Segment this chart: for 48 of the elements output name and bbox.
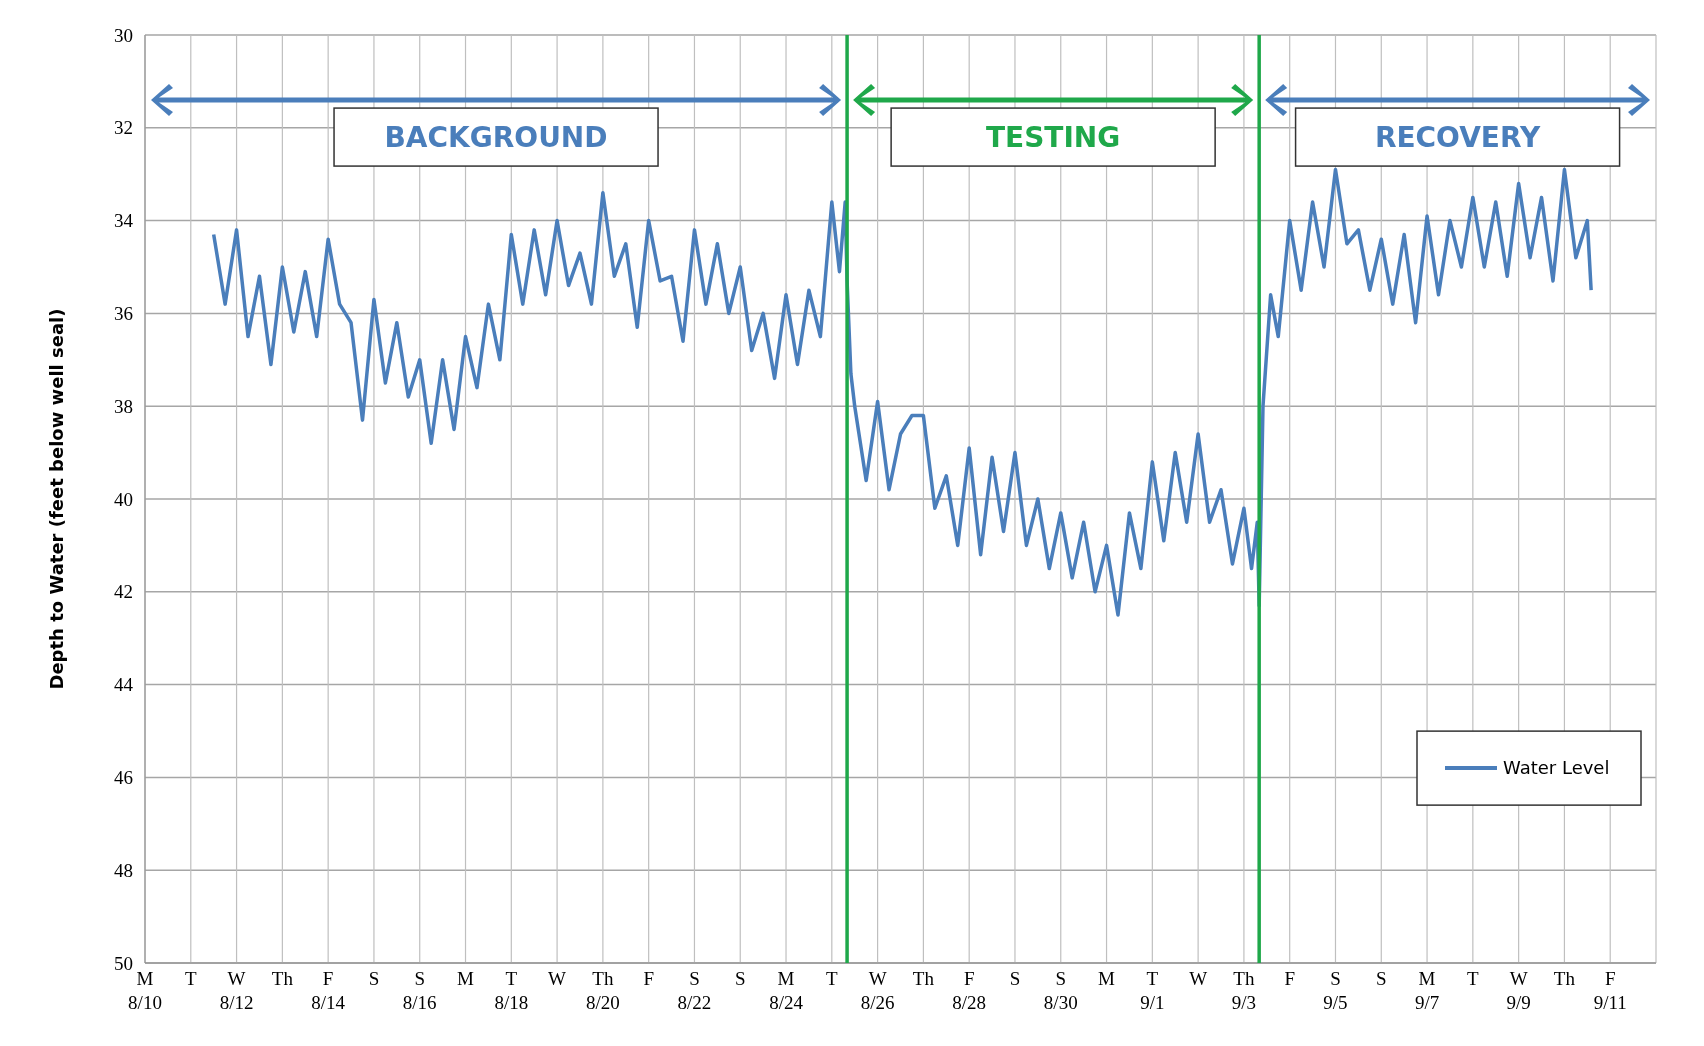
x-tick-label: S xyxy=(368,968,380,989)
x-tick-label: F 9/11 xyxy=(1593,968,1627,1013)
x-tick-label: T 9/1 xyxy=(1140,968,1165,1013)
y-tick-label: 38 xyxy=(114,395,133,417)
y-tick-label: 44 xyxy=(114,674,134,696)
x-tick-label: M 8/24 xyxy=(769,968,804,1013)
x-tick-label: Th 9/3 xyxy=(1231,968,1257,1013)
annotation: TESTING xyxy=(985,120,1121,154)
y-tick-label: 36 xyxy=(114,303,133,325)
x-tick-label: M xyxy=(1098,968,1116,989)
x-tick-label: Th xyxy=(271,968,294,989)
x-tick-label: S xyxy=(1375,968,1387,989)
x-tick-label: F 8/28 xyxy=(952,968,987,1013)
x-tick-label: Th 8/20 xyxy=(585,968,620,1013)
y-tick-label: 42 xyxy=(114,581,133,603)
x-tick-label: S 8/30 xyxy=(1043,968,1078,1013)
y-axis-title: Depth to Water (feet below well seal) xyxy=(46,308,67,690)
annotation: BACKGROUND xyxy=(384,120,608,154)
x-tick-label: W xyxy=(1189,968,1208,989)
annotation: RECOVERY xyxy=(1374,120,1541,154)
y-tick-label: 50 xyxy=(114,952,133,974)
x-tick-label: S 9/5 xyxy=(1323,968,1348,1013)
x-tick-label: T 8/18 xyxy=(494,968,529,1013)
y-tick-label: 30 xyxy=(114,24,133,46)
x-tick-label: W xyxy=(548,968,567,989)
x-tick-label: W 8/26 xyxy=(860,968,895,1013)
x-tick-label: F 8/14 xyxy=(311,968,346,1013)
x-tick-label: S 8/16 xyxy=(402,968,437,1013)
x-tick-label: W 9/9 xyxy=(1506,968,1531,1013)
legend-label: Water Level xyxy=(1503,757,1610,779)
y-tick-label: 46 xyxy=(114,767,133,789)
y-tick-label: 40 xyxy=(114,488,133,510)
x-tick-label: T xyxy=(1467,968,1480,989)
y-tick-label: 34 xyxy=(114,210,134,232)
x-tick-label: Th xyxy=(912,968,935,989)
x-tick-label: W 8/12 xyxy=(219,968,254,1013)
x-tick-label: Th xyxy=(1553,968,1576,989)
y-tick-label: 48 xyxy=(114,859,133,881)
x-tick-label: F xyxy=(643,968,654,989)
x-tick-label: S 8/22 xyxy=(677,968,712,1013)
x-tick-label: T xyxy=(826,968,839,989)
x-tick-label: F xyxy=(1284,968,1295,989)
x-tick-label: T xyxy=(184,968,197,989)
x-tick-label: M xyxy=(457,968,475,989)
x-tick-label: S xyxy=(1009,968,1021,989)
x-tick-label: S xyxy=(734,968,746,989)
y-tick-label: 32 xyxy=(114,117,133,139)
x-tick-label: M 9/7 xyxy=(1414,968,1440,1013)
